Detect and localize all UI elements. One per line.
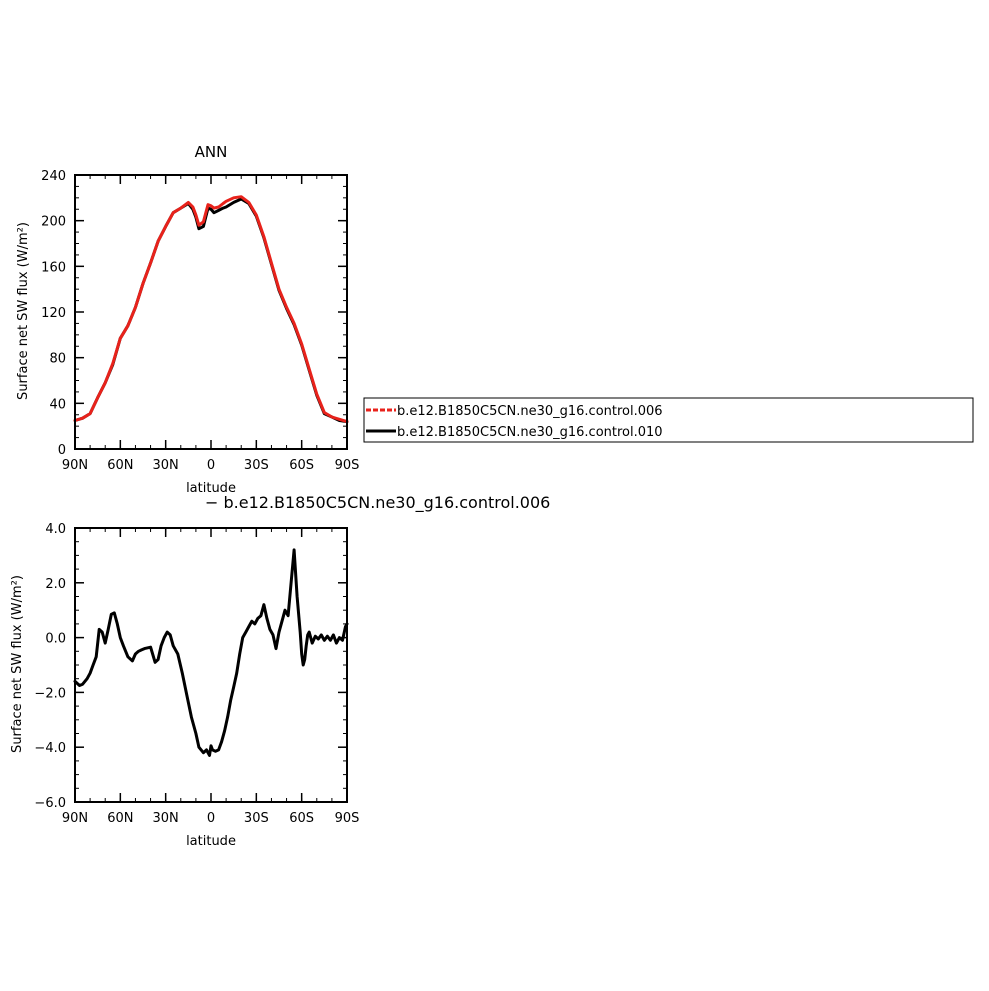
x-tick-label: 30S [244, 458, 269, 473]
y-tick-label: 2.0 [45, 577, 66, 592]
x-tick-label: 90S [335, 811, 360, 826]
y-tick-label: 40 [49, 397, 66, 412]
bottom-chart: − b.e12.B1850C5CN.ne30_g16.control.006 9… [10, 493, 550, 849]
x-tick-label: 30S [244, 811, 269, 826]
x-tick-label: 60N [107, 458, 133, 473]
x-tick-label: 0 [207, 458, 215, 473]
bottom-chart-title: − b.e12.B1850C5CN.ne30_g16.control.006 [205, 493, 550, 513]
y-tick-label: 0 [58, 443, 66, 458]
y-tick-label: 160 [41, 260, 66, 275]
x-tick-label: 90S [335, 458, 360, 473]
bottom-chart-ylabel: Surface net SW flux (W/m²) [10, 575, 25, 753]
top-chart-ylabel: Surface net SW flux (W/m²) [16, 222, 31, 400]
y-tick-label: −6.0 [34, 796, 66, 811]
series-line-1-0 [73, 548, 349, 757]
y-tick-label: 80 [49, 352, 66, 367]
legend-label-006: b.e12.B1850C5CN.ne30_g16.control.006 [397, 404, 663, 419]
y-tick-label: 4.0 [45, 522, 66, 537]
series-line-0-1 [73, 197, 349, 424]
x-tick-label: 30N [153, 811, 179, 826]
y-tick-label: 120 [41, 306, 66, 321]
x-tick-label: 60S [289, 458, 314, 473]
top-chart-title: ANN [195, 143, 228, 161]
x-tick-label: 60N [107, 811, 133, 826]
x-tick-label: 0 [207, 811, 215, 826]
x-tick-label: 90N [62, 811, 88, 826]
legend: b.e12.B1850C5CN.ne30_g16.control.006 b.e… [363, 397, 974, 443]
y-tick-label: −2.0 [34, 686, 66, 701]
x-tick-label: 90N [62, 458, 88, 473]
plot-frame [74, 174, 348, 450]
legend-label-010: b.e12.B1850C5CN.ne30_g16.control.010 [397, 425, 663, 440]
bottom-plot-area: 90N 60N 30N 0 30S 60S 90S −6.0 −4.0 −2.0 0.0 2.0 4.0 [34, 522, 359, 826]
y-tick-label: −4.0 [34, 741, 66, 756]
bottom-chart-xlabel: latitude [186, 834, 236, 849]
y-tick-label: 200 [41, 215, 66, 230]
y-tick-label: 240 [41, 169, 66, 184]
y-tick-label: 0.0 [45, 632, 66, 647]
top-chart-xlabel: latitude [186, 481, 236, 496]
top-plot-area: 90N 60N 30N 0 30S 60S 90S 0 40 80 120 160 200 240 [41, 169, 359, 473]
legend-box [363, 397, 974, 443]
series-line-0-0 [73, 195, 349, 424]
top-chart: ANN 90N 60N 30N 0 30S 60S 90S 0 40 80 120 160 200 240… [16, 143, 359, 496]
x-tick-label: 30N [153, 458, 179, 473]
x-tick-label: 60S [289, 811, 314, 826]
plot-frame [74, 527, 348, 803]
